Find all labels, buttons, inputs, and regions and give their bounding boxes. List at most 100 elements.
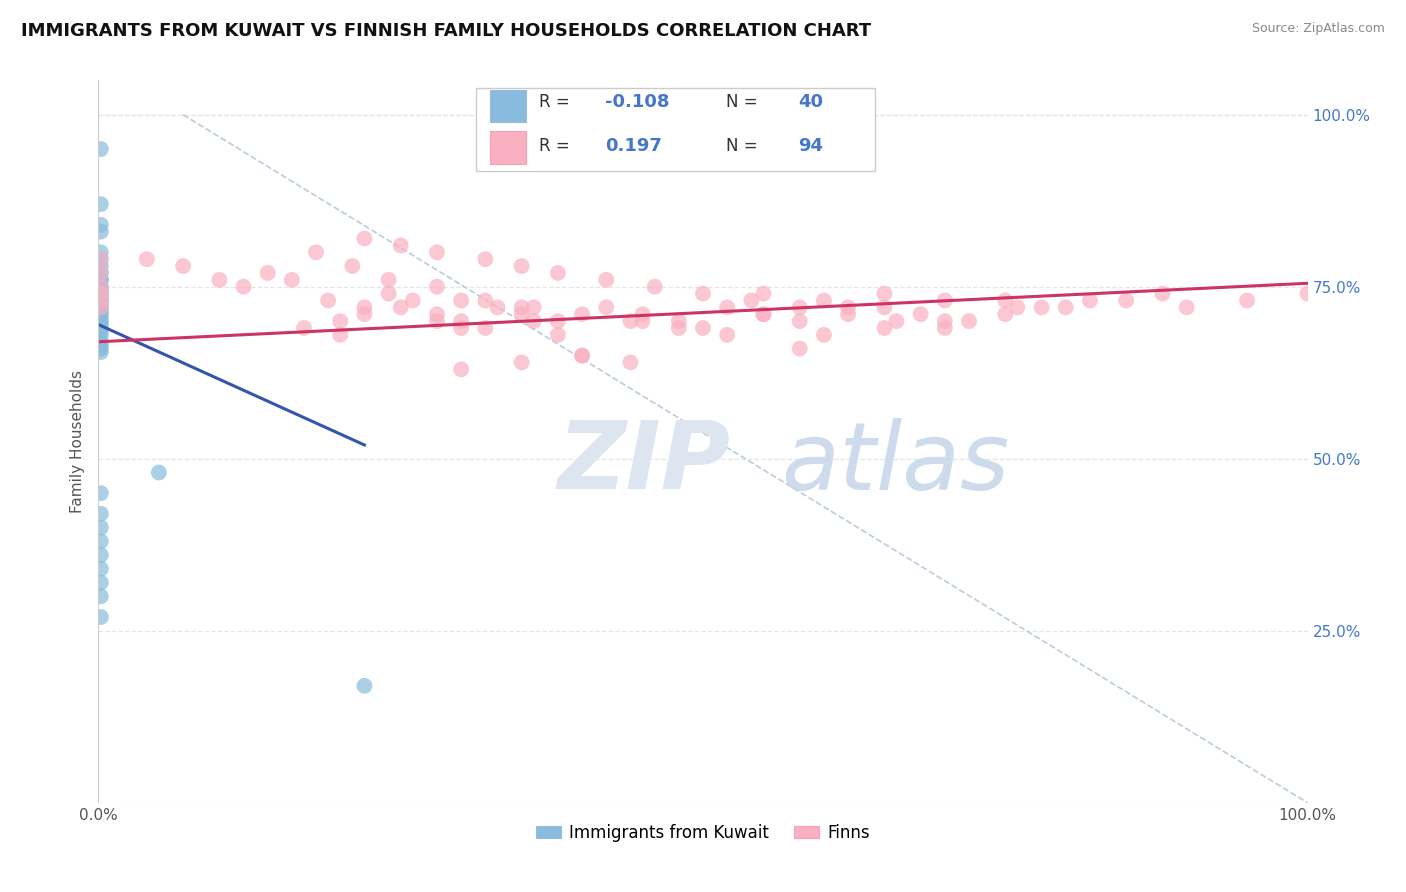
Point [571, 349, 593, 363]
Point [90, 520, 112, 534]
Point [1236, 293, 1258, 308]
Point [90, 142, 112, 156]
Point [90, 321, 112, 335]
Point [716, 301, 738, 315]
Text: atlas: atlas [782, 417, 1010, 508]
Point [474, 293, 496, 308]
FancyBboxPatch shape [475, 87, 875, 170]
Point [994, 307, 1017, 321]
Point [232, 279, 254, 293]
Text: N =: N = [725, 94, 763, 112]
Point [994, 293, 1017, 308]
Point [342, 259, 364, 273]
Point [523, 314, 546, 328]
Point [316, 293, 339, 308]
Point [934, 314, 956, 328]
Point [90, 252, 112, 267]
Y-axis label: Family Households: Family Households [70, 370, 86, 513]
Text: N =: N = [725, 136, 763, 154]
Point [148, 466, 170, 480]
Point [571, 307, 593, 321]
Point [90, 218, 112, 232]
Bar [491, 131, 526, 164]
Point [90, 342, 112, 356]
Point [789, 314, 811, 328]
Point [426, 245, 449, 260]
Point [692, 286, 714, 301]
Point [716, 327, 738, 342]
Text: ZIP: ZIP [558, 417, 731, 509]
Point [90, 273, 112, 287]
Point [90, 534, 112, 549]
Point [353, 307, 375, 321]
Point [668, 314, 690, 328]
Point [873, 286, 896, 301]
Point [450, 321, 472, 335]
Text: IMMIGRANTS FROM KUWAIT VS FINNISH FAMILY HOUSEHOLDS CORRELATION CHART: IMMIGRANTS FROM KUWAIT VS FINNISH FAMILY… [21, 22, 872, 40]
Point [873, 301, 896, 315]
Point [426, 307, 449, 321]
Point [450, 314, 472, 328]
Point [90, 293, 112, 308]
Point [90, 303, 112, 318]
Point [789, 342, 811, 356]
Point [90, 307, 112, 321]
Point [90, 610, 112, 624]
Point [90, 286, 112, 301]
Point [90, 486, 112, 500]
Point [510, 259, 533, 273]
Text: 0.197: 0.197 [605, 136, 662, 154]
Point [281, 273, 304, 287]
Text: -0.108: -0.108 [605, 94, 669, 112]
Point [135, 252, 157, 267]
Point [329, 314, 352, 328]
Point [90, 301, 112, 315]
Point [752, 286, 775, 301]
Point [631, 307, 654, 321]
Point [389, 238, 412, 252]
Point [668, 321, 690, 335]
Point [90, 225, 112, 239]
Point [523, 301, 546, 315]
Point [450, 293, 472, 308]
Point [619, 355, 641, 369]
Point [934, 293, 956, 308]
Point [292, 321, 315, 335]
Point [90, 266, 112, 280]
Point [90, 293, 112, 308]
Point [353, 231, 375, 245]
Point [90, 590, 112, 604]
Point [90, 297, 112, 311]
Point [90, 279, 112, 293]
Point [910, 307, 932, 321]
Point [752, 307, 775, 321]
Point [90, 266, 112, 280]
Point [90, 252, 112, 267]
Point [90, 548, 112, 562]
Text: Source: ZipAtlas.com: Source: ZipAtlas.com [1251, 22, 1385, 36]
Point [426, 279, 449, 293]
Point [886, 314, 908, 328]
Point [1152, 286, 1174, 301]
Point [752, 307, 775, 321]
Point [789, 301, 811, 315]
Point [1054, 301, 1077, 315]
Point [837, 301, 859, 315]
Text: 40: 40 [799, 94, 824, 112]
Point [837, 307, 859, 321]
Point [450, 362, 472, 376]
Legend: Immigrants from Kuwait, Finns: Immigrants from Kuwait, Finns [529, 817, 877, 848]
Point [90, 314, 112, 328]
Point [353, 679, 375, 693]
Point [90, 283, 112, 297]
Point [957, 314, 980, 328]
Point [90, 245, 112, 260]
Point [90, 325, 112, 339]
Point [90, 286, 112, 301]
Text: 94: 94 [799, 136, 824, 154]
Point [813, 293, 835, 308]
Point [402, 293, 425, 308]
Point [595, 301, 617, 315]
Point [90, 507, 112, 521]
Point [329, 327, 352, 342]
